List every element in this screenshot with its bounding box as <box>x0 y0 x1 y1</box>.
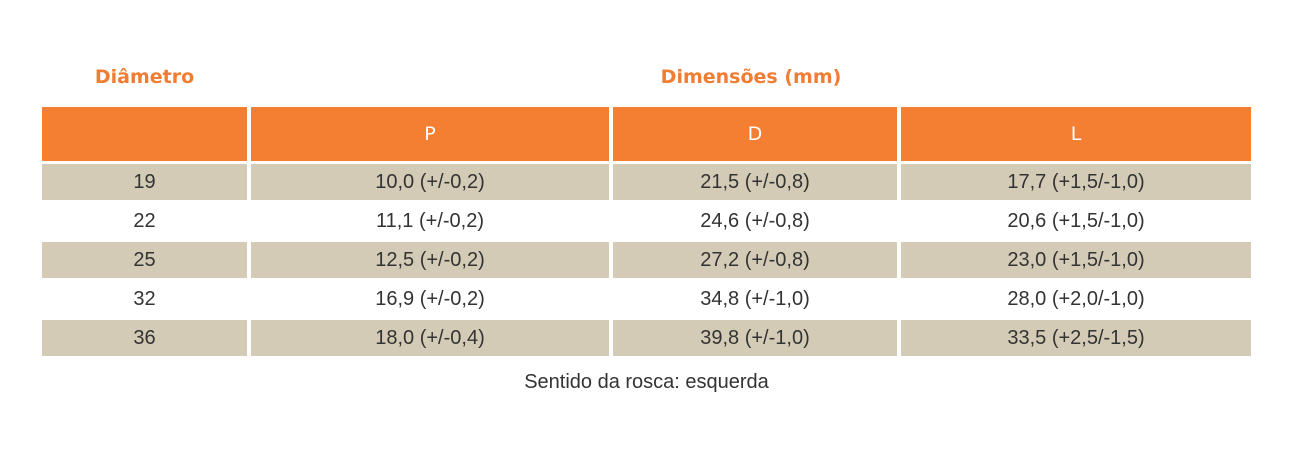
cell-d: 39,8 (+/-1,0) <box>613 320 897 356</box>
cell-d: 21,5 (+/-0,8) <box>613 164 897 200</box>
cell-diameter: 36 <box>42 320 247 356</box>
cell-d: 27,2 (+/-0,8) <box>613 242 897 278</box>
thread-direction-note: Sentido da rosca: esquerda <box>524 371 769 393</box>
cell-diameter: 32 <box>42 281 247 317</box>
header-cell-l: L <box>901 107 1251 161</box>
cell-p: 18,0 (+/-0,4) <box>251 320 609 356</box>
cell-diameter: 25 <box>42 242 247 278</box>
cell-d: 24,6 (+/-0,8) <box>613 203 897 239</box>
cell-l: 33,5 (+2,5/-1,5) <box>901 320 1251 356</box>
cell-l: 23,0 (+1,5/-1,0) <box>901 242 1251 278</box>
cell-p: 16,9 (+/-0,2) <box>251 281 609 317</box>
diameter-label: Diâmetro <box>94 66 195 88</box>
header-cell-d: D <box>613 107 897 161</box>
cell-d: 34,8 (+/-1,0) <box>613 281 897 317</box>
cell-l: 17,7 (+1,5/-1,0) <box>901 164 1251 200</box>
cell-p: 11,1 (+/-0,2) <box>251 203 609 239</box>
header-cell-diameter <box>42 107 247 161</box>
cell-diameter: 22 <box>42 203 247 239</box>
cell-p: 12,5 (+/-0,2) <box>251 242 609 278</box>
cell-l: 28,0 (+2,0/-1,0) <box>901 281 1251 317</box>
cell-diameter: 19 <box>42 164 247 200</box>
cell-p: 10,0 (+/-0,2) <box>251 164 609 200</box>
dimensions-label: Dimensões (mm) <box>660 66 842 88</box>
dimensions-table: P D L 19 10,0 (+/-0,2) 21,5 (+/-0,8) 17,… <box>42 107 1251 356</box>
cell-l: 20,6 (+1,5/-1,0) <box>901 203 1251 239</box>
header-cell-p: P <box>251 107 609 161</box>
